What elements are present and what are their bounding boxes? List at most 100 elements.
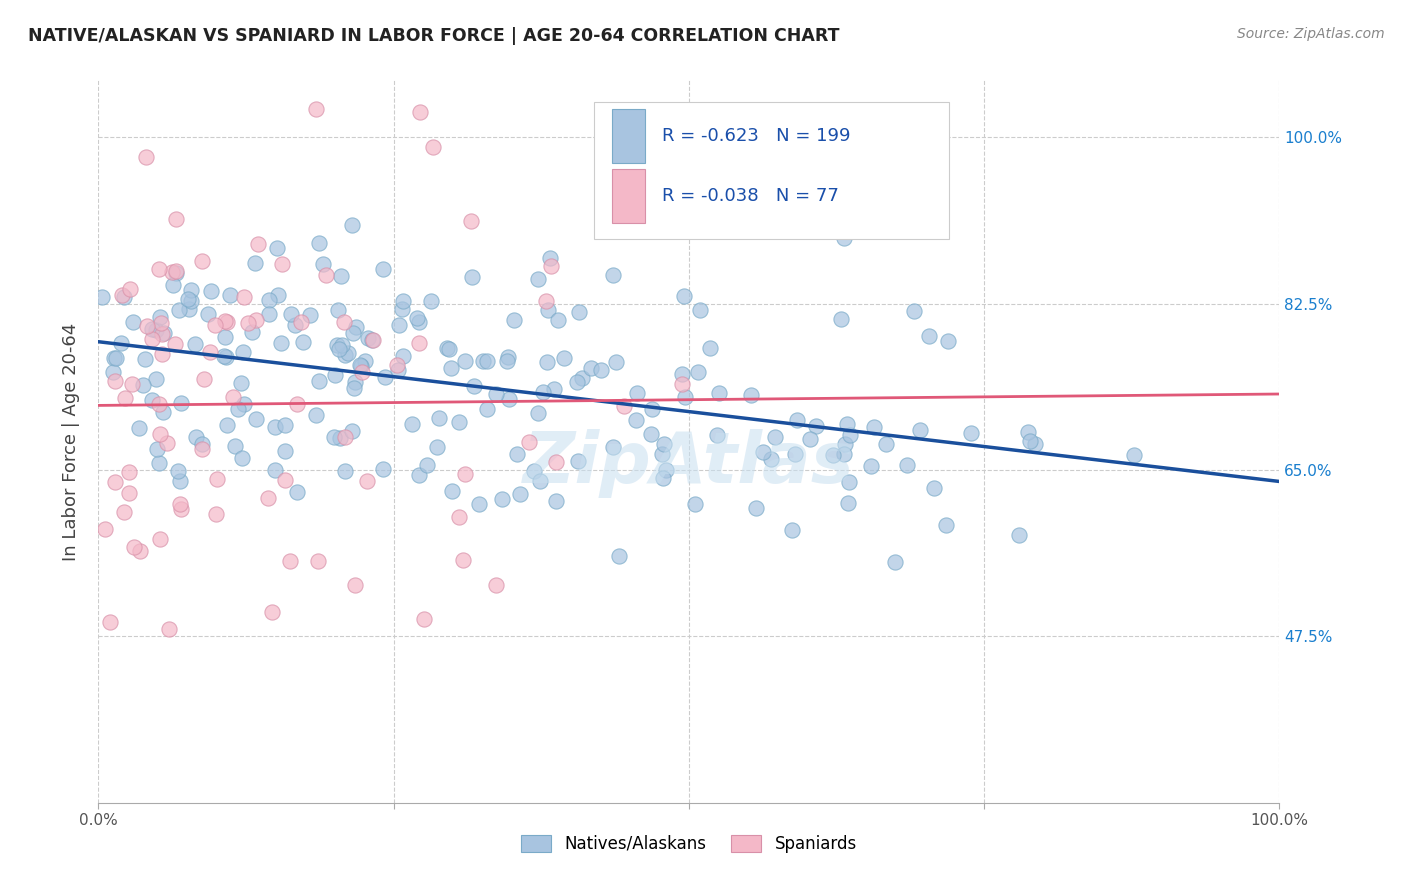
Point xyxy=(191,253,214,268)
Point xyxy=(263,420,285,434)
Point xyxy=(547,312,569,326)
Point xyxy=(568,304,591,318)
Point xyxy=(567,454,589,468)
Point xyxy=(165,264,187,278)
Point xyxy=(160,265,183,279)
Point xyxy=(408,336,430,351)
Point xyxy=(150,327,173,342)
Point xyxy=(409,104,432,119)
Point xyxy=(232,290,254,304)
Point xyxy=(111,287,134,301)
Point xyxy=(531,385,554,400)
Point xyxy=(330,338,353,352)
Point xyxy=(468,497,491,511)
Point xyxy=(304,408,326,422)
Point xyxy=(344,319,367,334)
Point xyxy=(936,334,959,348)
Point xyxy=(270,257,292,271)
Point xyxy=(190,437,212,451)
Point xyxy=(217,315,239,329)
Point xyxy=(918,329,941,343)
Point xyxy=(290,315,312,329)
Point xyxy=(200,285,222,299)
Point xyxy=(709,386,731,401)
Point xyxy=(837,495,859,509)
Point xyxy=(260,606,283,620)
Point xyxy=(226,402,249,417)
Text: ZipAtlas: ZipAtlas xyxy=(523,429,855,498)
Point xyxy=(245,312,267,326)
Point xyxy=(607,549,630,563)
Point xyxy=(830,311,852,326)
Point xyxy=(344,375,367,389)
Point xyxy=(401,417,423,432)
Point xyxy=(278,554,301,568)
Point xyxy=(447,509,470,524)
Point xyxy=(862,420,884,434)
Point xyxy=(193,372,215,386)
Point xyxy=(177,302,200,317)
Point xyxy=(141,321,163,335)
Point xyxy=(169,497,191,511)
Point xyxy=(875,436,897,450)
Point xyxy=(506,447,529,461)
Point xyxy=(166,211,188,226)
Point xyxy=(104,475,127,489)
Point xyxy=(328,303,350,318)
Point xyxy=(602,268,624,283)
Point xyxy=(543,382,565,396)
Point xyxy=(299,308,322,322)
Point xyxy=(1017,425,1039,440)
Point xyxy=(838,427,860,442)
Point xyxy=(280,307,302,321)
Point xyxy=(247,237,270,252)
Point xyxy=(259,307,281,321)
Point xyxy=(152,405,174,419)
FancyBboxPatch shape xyxy=(595,102,949,239)
Point xyxy=(896,458,918,473)
Point xyxy=(240,325,263,339)
Point xyxy=(231,450,253,465)
Point xyxy=(534,294,557,309)
Point xyxy=(169,302,191,317)
Point xyxy=(454,467,477,482)
Point xyxy=(149,316,172,330)
Point xyxy=(343,578,366,592)
Point xyxy=(259,293,281,308)
Point xyxy=(491,491,513,506)
Point xyxy=(257,491,280,506)
Point xyxy=(783,447,806,461)
Point xyxy=(392,293,415,308)
Point xyxy=(232,396,254,410)
Point xyxy=(651,447,673,461)
Point xyxy=(118,465,141,479)
Point xyxy=(266,240,288,254)
Point xyxy=(148,262,170,277)
Point xyxy=(120,282,142,296)
Point xyxy=(460,214,482,228)
Point xyxy=(485,577,508,591)
Point xyxy=(205,472,228,486)
Point xyxy=(385,358,408,372)
Point xyxy=(523,464,546,478)
Point xyxy=(536,355,558,369)
Point xyxy=(215,417,238,432)
Point xyxy=(323,368,346,382)
Point xyxy=(475,353,498,368)
Point xyxy=(103,351,125,365)
Point xyxy=(437,342,460,356)
Point xyxy=(122,541,145,555)
Point xyxy=(837,417,859,431)
Point xyxy=(236,316,259,330)
Point xyxy=(315,268,337,282)
Point xyxy=(285,397,308,411)
Point xyxy=(436,341,458,355)
Point xyxy=(834,437,856,451)
Point xyxy=(342,218,364,232)
Point xyxy=(128,421,150,435)
Point xyxy=(527,272,550,286)
Point xyxy=(440,484,463,499)
Point xyxy=(350,359,373,373)
Point xyxy=(356,474,378,488)
Point xyxy=(326,337,349,351)
